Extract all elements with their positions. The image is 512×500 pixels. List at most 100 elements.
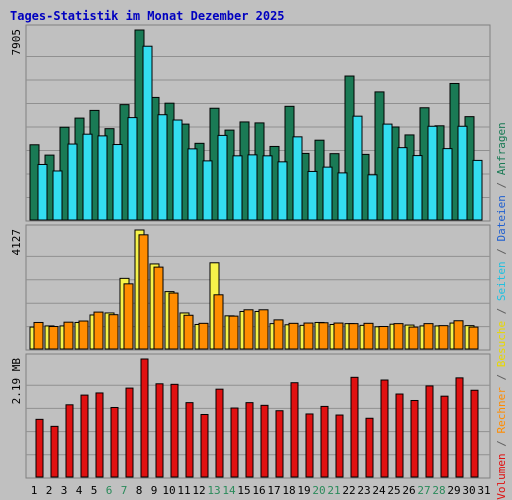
bar-volumen-day-7 [125, 387, 134, 478]
day-label-15: 15 [237, 484, 250, 497]
day-label-31: 31 [477, 484, 490, 497]
bar-rechner-day-27 [423, 323, 434, 350]
bar-volumen-day-28 [440, 395, 449, 478]
day-label-12: 12 [192, 484, 205, 497]
bar-volumen-day-21 [335, 414, 344, 478]
bar-seiten-day-25 [397, 147, 408, 221]
series-volumen [35, 358, 479, 478]
bar-volumen-day-24 [380, 379, 389, 478]
bar-volumen-day-8 [140, 358, 149, 478]
bar-rechner-day-3 [63, 321, 74, 350]
bar-volumen-day-11 [185, 402, 194, 478]
bar-seiten-day-29 [457, 125, 468, 221]
bar-seiten-day-15 [247, 154, 258, 221]
bar-rechner-day-20 [318, 322, 329, 350]
bar-volumen-day-16 [260, 404, 269, 478]
bar-rechner-day-26 [408, 326, 419, 350]
bar-rechner-day-13 [213, 294, 224, 350]
bar-seiten-day-10 [172, 119, 183, 221]
bar-rechner-day-18 [288, 322, 299, 350]
day-label-21: 21 [327, 484, 340, 497]
day-label-14: 14 [222, 484, 236, 497]
bar-rechner-day-12 [198, 322, 209, 350]
series-legend-vertical: Volumen / Rechner / Besuche / Seiten / D… [495, 122, 508, 500]
bar-rechner-day-16 [258, 309, 269, 350]
bar-seiten-day-24 [382, 123, 393, 221]
bar-rechner-day-22 [348, 323, 359, 350]
panel-bottom: 2.19 MB [10, 353, 491, 479]
legend-segment: Rechner [495, 387, 508, 434]
day-label-6: 6 [106, 484, 113, 497]
day-label-30: 30 [462, 484, 475, 497]
bar-seiten-day-21 [337, 172, 348, 221]
legend-segment: / [495, 434, 508, 454]
bar-volumen-day-4 [80, 394, 89, 478]
bar-seiten-day-7 [127, 117, 138, 221]
day-label-17: 17 [267, 484, 280, 497]
bar-volumen-day-5 [95, 392, 104, 478]
bar-rechner-day-4 [78, 320, 89, 350]
day-label-29: 29 [447, 484, 460, 497]
panel-mid: 4127 [10, 224, 491, 351]
legend-segment: Dateien [495, 195, 508, 241]
day-label-9: 9 [151, 484, 158, 497]
bar-volumen-day-1 [35, 418, 44, 478]
bar-volumen-day-6 [110, 406, 119, 478]
day-label-25: 25 [387, 484, 400, 497]
bar-rechner-day-25 [393, 323, 404, 350]
bar-rechner-day-2 [48, 326, 59, 350]
legend-segment: Volumen [495, 453, 508, 499]
bar-rechner-day-9 [153, 266, 164, 350]
day-label-24: 24 [372, 484, 386, 497]
panel-bottom-max-label: 2.19 MB [10, 358, 23, 405]
bar-rechner-day-29 [453, 320, 464, 350]
bar-seiten-day-19 [307, 170, 318, 221]
bar-volumen-day-26 [410, 399, 419, 478]
bar-volumen-day-9 [155, 383, 164, 478]
bar-rechner-day-10 [168, 292, 179, 350]
day-label-27: 27 [417, 484, 430, 497]
panel-mid-max-label: 4127 [10, 229, 23, 256]
bar-volumen-day-20 [320, 405, 329, 478]
bar-volumen-day-14 [230, 407, 239, 478]
bar-volumen-day-3 [65, 404, 74, 478]
bar-volumen-day-12 [200, 413, 209, 478]
bar-rechner-day-7 [123, 283, 134, 350]
day-label-11: 11 [177, 484, 190, 497]
bar-rechner-day-15 [243, 309, 254, 350]
day-label-23: 23 [357, 484, 370, 497]
bar-seiten-day-26 [412, 155, 423, 221]
bar-volumen-day-2 [50, 425, 59, 478]
bar-seiten-day-20 [322, 166, 333, 221]
day-label-1: 1 [31, 484, 38, 497]
bar-seiten-day-27 [427, 125, 438, 221]
bar-rechner-day-28 [438, 325, 449, 350]
panel-top: 7905 [10, 24, 491, 222]
bar-seiten-day-5 [97, 135, 108, 221]
bar-seiten-day-1 [37, 163, 48, 221]
legend-segment: Besuche [495, 321, 508, 367]
bar-rechner-day-24 [378, 326, 389, 350]
bar-seiten-day-13 [217, 134, 228, 221]
bar-volumen-day-29 [455, 377, 464, 478]
bar-rechner-day-6 [108, 314, 119, 350]
day-label-8: 8 [136, 484, 143, 497]
bar-rechner-day-30 [468, 326, 479, 350]
day-label-5: 5 [91, 484, 98, 497]
bar-volumen-day-22 [350, 376, 359, 478]
legend-segment: / [495, 301, 508, 321]
day-label-19: 19 [297, 484, 310, 497]
day-label-26: 26 [402, 484, 415, 497]
legend-segment: / [495, 241, 508, 261]
bar-rechner-day-8 [138, 234, 149, 350]
panel-top-max-label: 7905 [10, 29, 23, 56]
bar-rechner-day-23 [363, 322, 374, 350]
day-label-7: 7 [121, 484, 128, 497]
bar-seiten-day-9 [157, 114, 168, 221]
bar-rechner-day-14 [228, 315, 239, 350]
day-label-3: 3 [61, 484, 68, 497]
bar-volumen-day-10 [170, 383, 179, 478]
series-seiten [37, 45, 483, 221]
bar-seiten-day-12 [202, 160, 213, 221]
